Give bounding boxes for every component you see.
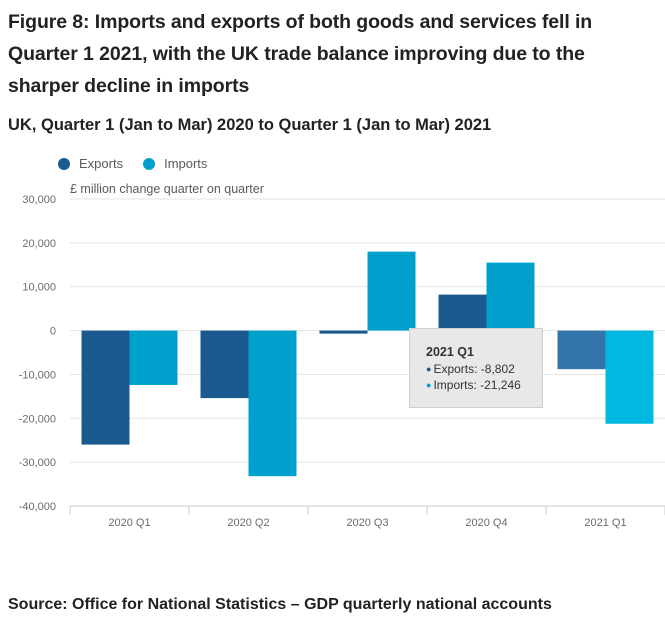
exports-swatch-icon [58,157,70,170]
tooltip-imports-row: ● Imports: -21,246 [426,377,542,393]
bar-imports-2020-q2[interactable] [248,330,297,477]
y-tick-label: 30,000 [22,194,56,206]
tooltip: 2021 Q1 ● Exports: -8,802 ● Imports: -21,2… [409,328,543,408]
chart-title: Figure 8: Imports and exports of both go… [8,11,593,97]
legend-item-imports[interactable]: Imports [143,156,207,171]
bar-exports-2020-q3[interactable] [319,330,368,334]
legend-label-imports: Imports [164,156,208,171]
y-axis-label: £ million change quarter on quarter [70,182,264,196]
x-tick-label: 2020 Q4 [465,517,507,529]
y-tick-label: 0 [50,326,56,338]
exports-bullet-icon: ● [426,364,432,374]
y-tick-label: 10,000 [22,282,56,294]
bars [81,251,654,477]
tooltip-exports-row: ● Exports: -8,802 [426,361,542,377]
bar-imports-2020-q3[interactable] [367,251,416,331]
legend-label-exports: Exports [79,156,124,171]
y-tick-label: 20,000 [22,238,56,250]
x-tick-label: 2021 Q1 [584,517,626,529]
bar-imports-2021-q1[interactable] [605,330,654,424]
bar-imports-2020-q4[interactable] [486,262,535,331]
y-tick-label: -20,000 [19,413,56,425]
legend: Exports Imports [58,156,227,171]
tooltip-imports-value: Imports: -21,246 [433,378,521,392]
y-axis-ticks: 30,000 20,000 10,000 0 -10,000 -20,000 -30,000… [19,194,56,513]
y-tick-label: -10,000 [19,369,56,381]
x-tick-label: 2020 Q1 [108,517,150,529]
bar-exports-2020-q1[interactable] [81,330,130,445]
source-note: Source: Office for National Statistics –… [8,596,552,613]
bar-exports-2020-q2[interactable] [200,330,249,399]
chart-subtitle: UK, Quarter 1 (Jan to Mar) 2020 to Quart… [8,116,492,134]
bar-exports-2021-q1[interactable] [557,330,606,370]
tooltip-title: 2021 Q1 [426,345,474,359]
x-tick-label: 2020 Q3 [346,517,388,529]
bar-chart: 30,000 20,000 10,000 0 -10,000 -20,000 -30,000… [19,194,665,529]
y-tick-label: -40,000 [19,501,56,513]
imports-bullet-icon: ● [426,380,432,390]
bar-imports-2020-q1[interactable] [129,330,178,385]
x-tick-label: 2020 Q2 [227,517,269,529]
x-axis: 2020 Q1 2020 Q2 2020 Q3 2020 Q4 2021 Q1 [69,505,665,529]
bar-exports-2020-q4[interactable] [438,294,487,331]
tooltip-exports-value: Exports: -8,802 [433,362,515,376]
legend-item-exports[interactable]: Exports [58,156,123,171]
imports-swatch-icon [143,157,156,170]
y-tick-label: -30,000 [19,457,56,469]
